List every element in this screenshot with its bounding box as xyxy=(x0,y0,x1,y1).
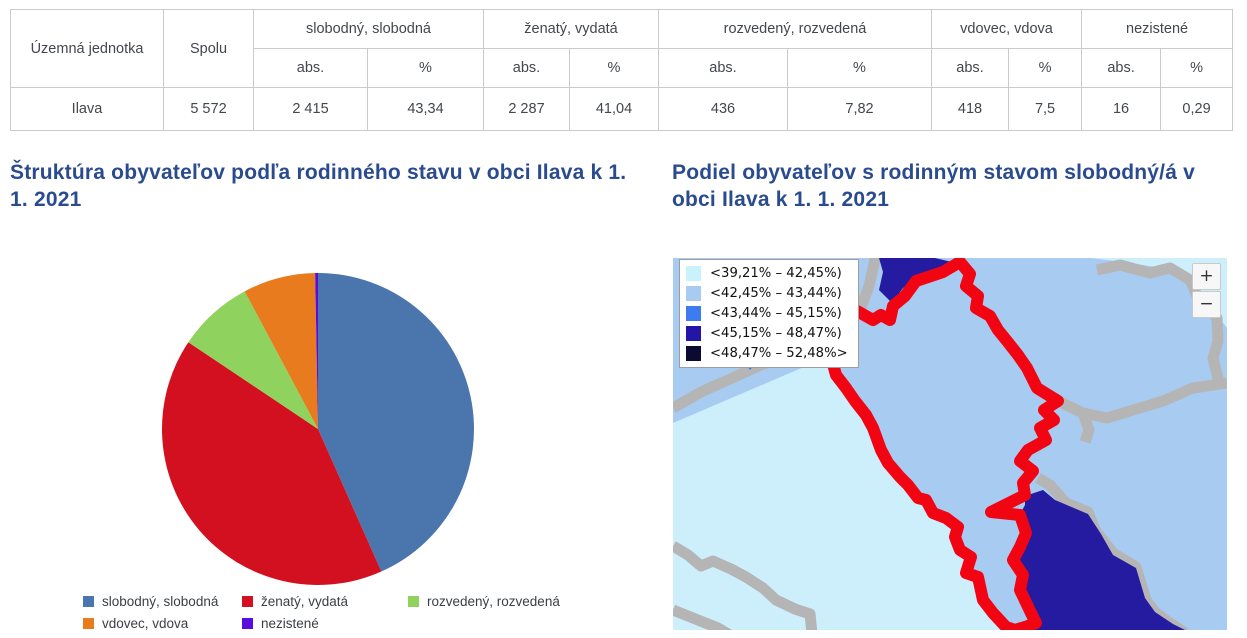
choropleth-map[interactable]: <39,21% – 42,45%) <42,45% – 43,44%) <43,44… xyxy=(673,258,1227,630)
col-header-unit: Územná jednotka xyxy=(10,9,164,88)
pie-chart-title: Štruktúra obyvateľov podľa rodinného sta… xyxy=(10,161,627,211)
group-header-single: slobodný, slobodná xyxy=(253,9,484,49)
group-header-widowed: vdovec, vdova xyxy=(931,9,1083,49)
map-legend-row: <39,21% – 42,45%) xyxy=(686,266,848,281)
map-legend-swatch xyxy=(686,326,701,341)
pie-slice-3 xyxy=(188,291,318,429)
map-legend-row: <48,47% – 52,48%> xyxy=(686,346,848,361)
subheader-pct: % xyxy=(569,48,659,88)
legend-swatch xyxy=(83,618,94,629)
subheader-pct: % xyxy=(1008,48,1083,88)
map-legend-label: <45,15% – 48,47%) xyxy=(710,326,842,341)
cell-widowed-abs: 418 xyxy=(931,87,1010,131)
pie-slice-1 xyxy=(318,273,474,572)
map-legend: <39,21% – 42,45%) <42,45% – 43,44%) <43,44… xyxy=(679,259,859,368)
map-legend-row: <43,44% – 45,15%) xyxy=(686,306,848,321)
legend-item: vdovec, vdova xyxy=(83,616,242,631)
legend-swatch xyxy=(83,596,94,607)
legend-item: slobodný, slobodná xyxy=(83,594,242,609)
legend-label: rozvedený, rozvedená xyxy=(427,594,560,609)
zoom-in-button[interactable]: + xyxy=(1192,263,1221,290)
map-title: Podiel obyvateľov s rodinným stavom slob… xyxy=(672,161,1195,211)
marital-status-table-section: Územná jednotka Spolu slobodný, slobodná… xyxy=(10,9,1234,131)
map-legend-row: <45,15% – 48,47%) xyxy=(686,326,848,341)
legend-item: nezistené xyxy=(242,616,408,631)
map-legend-row: <42,45% – 43,44%) xyxy=(686,286,848,301)
cell-unit: Ilava xyxy=(10,87,164,131)
cell-married-pct: 41,04 xyxy=(569,87,659,131)
legend-label: ženatý, vydatá xyxy=(261,594,349,609)
legend-label: nezistené xyxy=(261,616,319,631)
map-legend-label: <43,44% – 45,15%) xyxy=(710,306,842,321)
subheader-pct: % xyxy=(367,48,484,88)
cell-widowed-pct: 7,5 xyxy=(1008,87,1083,131)
legend-swatch xyxy=(242,618,253,629)
group-header-unknown: nezistené xyxy=(1081,9,1234,49)
pie-legend: slobodný, slobodná ženatý, vydatá rozveden… xyxy=(83,594,643,638)
zoom-out-button[interactable]: − xyxy=(1192,291,1221,318)
cell-single-abs: 2 415 xyxy=(253,87,368,131)
cell-divorced-abs: 436 xyxy=(658,87,788,131)
subheader-pct: % xyxy=(786,48,933,88)
map-legend-swatch xyxy=(686,286,701,301)
cell-single-pct: 43,34 xyxy=(367,87,484,131)
pie-legend-row: slobodný, slobodná ženatý, vydatá rozveden… xyxy=(83,594,643,616)
legend-item: rozvedený, rozvedená xyxy=(408,594,560,609)
legend-swatch xyxy=(408,596,419,607)
pie-slice-5 xyxy=(315,273,318,429)
pie-slice-2 xyxy=(162,342,382,585)
group-header-divorced: rozvedený, rozvedená xyxy=(657,9,933,49)
legend-label: slobodný, slobodná xyxy=(102,594,219,609)
legend-item: ženatý, vydatá xyxy=(242,594,408,609)
map-legend-label: <42,45% – 43,44%) xyxy=(710,286,842,301)
pie-slice-4 xyxy=(244,273,318,429)
table-row: Ilava 5 572 2 415 43,34 2 287 41,04 436 … xyxy=(10,87,1234,131)
cell-total: 5 572 xyxy=(163,87,254,131)
map-legend-swatch xyxy=(686,346,701,361)
map-legend-swatch xyxy=(686,266,701,281)
map-legend-label: <39,21% – 42,45%) xyxy=(710,266,842,281)
subheader-abs: abs. xyxy=(931,48,1010,88)
subheader-abs: abs. xyxy=(483,48,570,88)
subheader-abs: abs. xyxy=(253,48,368,88)
map-zoom-controls: + − xyxy=(1192,263,1221,318)
group-header-married: ženatý, vydatá xyxy=(483,9,659,49)
col-header-total: Spolu xyxy=(163,9,254,88)
subheader-abs: abs. xyxy=(658,48,788,88)
map-legend-swatch xyxy=(686,306,701,321)
cell-married-abs: 2 287 xyxy=(483,87,570,131)
pie-legend-row: vdovec, vdova nezistené xyxy=(83,616,643,638)
legend-label: vdovec, vdova xyxy=(102,616,189,631)
cell-unknown-pct: 0,29 xyxy=(1160,87,1234,131)
legend-swatch xyxy=(242,596,253,607)
map-legend-label: <48,47% – 52,48%> xyxy=(710,346,848,361)
marital-status-table: Územná jednotka Spolu slobodný, slobodná… xyxy=(10,9,1234,131)
cell-divorced-pct: 7,82 xyxy=(786,87,933,131)
subheader-pct: % xyxy=(1160,48,1234,88)
pie-chart xyxy=(162,273,474,585)
subheader-abs: abs. xyxy=(1081,48,1162,88)
cell-unknown-abs: 16 xyxy=(1081,87,1162,131)
